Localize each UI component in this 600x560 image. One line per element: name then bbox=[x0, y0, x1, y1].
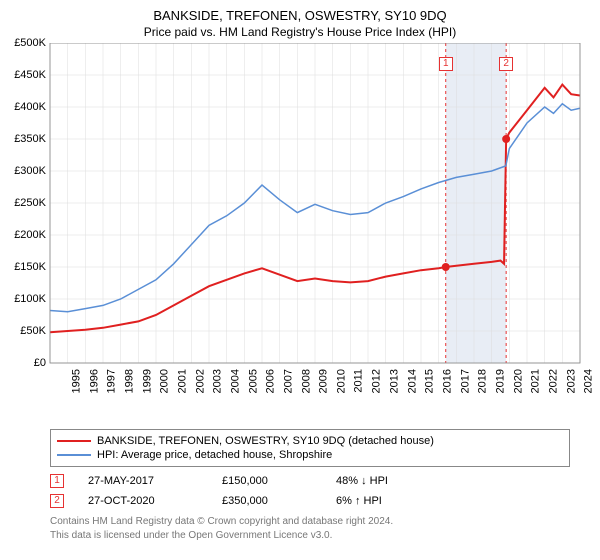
transaction-price: £150,000 bbox=[222, 475, 312, 487]
x-axis-label: 1999 bbox=[141, 369, 153, 393]
y-axis-label: £200K bbox=[2, 229, 46, 241]
footer-line: This data is licensed under the Open Gov… bbox=[50, 529, 570, 543]
x-axis-label: 2004 bbox=[229, 369, 241, 393]
y-axis-label: £100K bbox=[2, 293, 46, 305]
legend-swatch bbox=[57, 454, 91, 456]
x-axis-label: 2016 bbox=[441, 369, 453, 393]
x-axis-label: 1998 bbox=[123, 369, 135, 393]
x-axis-label: 2014 bbox=[406, 369, 418, 393]
transaction-delta: 48% ↓ HPI bbox=[336, 475, 388, 487]
x-axis-label: 2002 bbox=[194, 369, 206, 393]
transaction-row: 1 27-MAY-2017 £150,000 48% ↓ HPI bbox=[50, 471, 570, 491]
y-axis-label: £400K bbox=[2, 101, 46, 113]
transaction-date: 27-OCT-2020 bbox=[88, 495, 198, 507]
legend-item: HPI: Average price, detached house, Shro… bbox=[57, 448, 563, 462]
y-axis-label: £500K bbox=[2, 37, 46, 49]
x-axis-label: 2003 bbox=[212, 369, 224, 393]
transaction-date: 27-MAY-2017 bbox=[88, 475, 198, 487]
x-axis-label: 2000 bbox=[159, 369, 171, 393]
transaction-marker: 1 bbox=[50, 474, 64, 488]
x-axis-label: 2009 bbox=[318, 369, 330, 393]
x-axis-label: 1997 bbox=[106, 369, 118, 393]
transaction-delta: 6% ↑ HPI bbox=[336, 495, 382, 507]
legend-swatch bbox=[57, 440, 91, 442]
x-axis-label: 2001 bbox=[176, 369, 188, 393]
legend-label: HPI: Average price, detached house, Shro… bbox=[97, 449, 332, 461]
page-title: BANKSIDE, TREFONEN, OSWESTRY, SY10 9DQ bbox=[0, 0, 600, 23]
x-axis-label: 2017 bbox=[459, 369, 471, 393]
marker-badge: 1 bbox=[439, 57, 453, 71]
x-axis-label: 2019 bbox=[494, 369, 506, 393]
legend: BANKSIDE, TREFONEN, OSWESTRY, SY10 9DQ (… bbox=[50, 429, 570, 467]
y-axis-label: £250K bbox=[2, 197, 46, 209]
x-axis-label: 2010 bbox=[335, 369, 347, 393]
x-axis-label: 2006 bbox=[265, 369, 277, 393]
transaction-marker: 2 bbox=[50, 494, 64, 508]
y-axis-label: £50K bbox=[2, 325, 46, 337]
x-axis-label: 2022 bbox=[547, 369, 559, 393]
x-axis-label: 2005 bbox=[247, 369, 259, 393]
x-axis-label: 1995 bbox=[70, 369, 82, 393]
line-chart: £0 £50K £100K £150K £200K £250K £300K £350K £400… bbox=[0, 43, 600, 423]
transaction-row: 2 27-OCT-2020 £350,000 6% ↑ HPI bbox=[50, 491, 570, 511]
x-axis-label: 2011 bbox=[352, 369, 364, 393]
y-axis-label: £150K bbox=[2, 261, 46, 273]
footer-attribution: Contains HM Land Registry data © Crown c… bbox=[50, 515, 570, 542]
transactions-table: 1 27-MAY-2017 £150,000 48% ↓ HPI 2 27-OCT-202… bbox=[50, 471, 570, 511]
legend-item: BANKSIDE, TREFONEN, OSWESTRY, SY10 9DQ (… bbox=[57, 434, 563, 448]
y-axis-label: £300K bbox=[2, 165, 46, 177]
x-axis-label: 2015 bbox=[424, 369, 436, 393]
transaction-price: £350,000 bbox=[222, 495, 312, 507]
y-axis-label: £0 bbox=[2, 357, 46, 369]
footer-line: Contains HM Land Registry data © Crown c… bbox=[50, 515, 570, 529]
x-axis-label: 2008 bbox=[300, 369, 312, 393]
x-axis-label: 2021 bbox=[530, 369, 542, 393]
x-axis-label: 2012 bbox=[371, 369, 383, 393]
x-axis-label: 2018 bbox=[477, 369, 489, 393]
x-axis-label: 2020 bbox=[512, 369, 524, 393]
marker-badge: 2 bbox=[499, 57, 513, 71]
x-axis-label: 2024 bbox=[583, 369, 595, 393]
x-axis-label: 1996 bbox=[88, 369, 100, 393]
x-axis-label: 2013 bbox=[388, 369, 400, 393]
y-axis-label: £350K bbox=[2, 133, 46, 145]
x-axis-label: 2023 bbox=[565, 369, 577, 393]
x-axis-label: 2007 bbox=[282, 369, 294, 393]
y-axis-label: £450K bbox=[2, 69, 46, 81]
legend-label: BANKSIDE, TREFONEN, OSWESTRY, SY10 9DQ (… bbox=[97, 435, 434, 447]
page-subtitle: Price paid vs. HM Land Registry's House … bbox=[0, 23, 600, 43]
